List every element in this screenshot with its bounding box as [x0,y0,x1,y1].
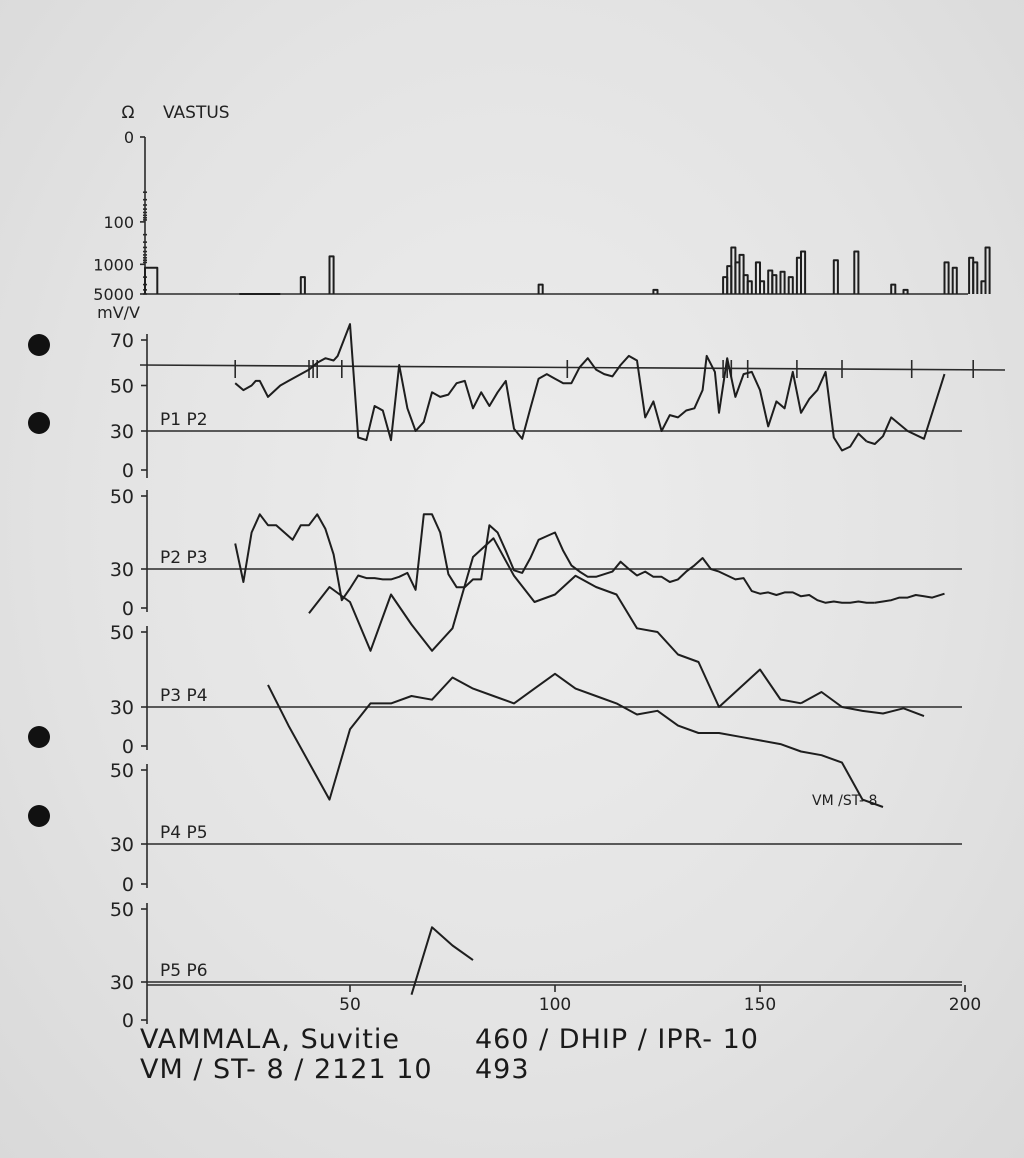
channel-tick-label: 0 [122,460,134,482]
binder-hole [28,805,50,827]
channel-trace [234,513,875,604]
channel-tick-label: 30 [110,834,134,856]
channel-name: P5 P6 [160,961,208,981]
line-annotation: VM /ST- 8 [812,793,877,809]
resistivity-bar [951,266,958,294]
channel-tick-label: 50 [110,376,134,398]
resistivity-tick-label: 5000 [93,285,134,304]
resistivity-bar [759,280,766,294]
station-line [139,364,1006,371]
resistivity-bar [652,288,659,294]
resistivity-bar [746,280,753,294]
footer-location: VAMMALA, Suvitie [140,1024,401,1055]
channel-tick-label: 30 [110,421,134,443]
channel-tick-label: 0 [122,736,134,758]
resistivity-bar [754,261,761,294]
footer-line-id: VM / ST- 8 / 2121 10 [140,1054,433,1085]
resistivity-unit-label: Ω [122,103,135,123]
channel-tick-label: 30 [110,697,134,719]
resistivity-bar [537,283,544,294]
resistivity-bar [787,276,794,294]
channel-tick-label: 70 [110,330,134,352]
channel-name: P4 P5 [160,823,208,843]
channel-trace [410,926,474,995]
binder-hole [28,412,50,434]
channel-name: P1 P2 [160,410,208,430]
channel-tick-label: 30 [110,972,134,994]
resistivity-bar [943,261,950,294]
resistivity-tick-label: 0 [124,128,134,147]
channel-trace [308,537,802,708]
footer-sheet-number: 493 [475,1054,530,1085]
x-tick-label: 200 [949,995,981,1015]
ip-unit-label: mV/V [97,303,140,322]
channel-trace [267,672,884,808]
channel-tick-label: 50 [110,622,134,644]
x-tick-label: 150 [744,995,776,1015]
channel-tick-label: 0 [122,598,134,620]
channel-tick-label: 0 [122,1010,134,1032]
resistivity-bar [902,288,909,294]
resistivity-bar [984,246,991,294]
resistivity-bar [144,266,159,294]
binder-hole [28,726,50,748]
resistivity-bar [328,255,335,294]
resistivity-bar [890,283,897,294]
channel-name: P3 P4 [160,686,208,706]
channel-trace [234,323,868,452]
resistivity-title: VASTUS [163,103,230,123]
resistivity-bar [853,250,860,294]
resistivity-bar [779,270,786,294]
channel-name: P2 P3 [160,548,208,568]
channel-tick-label: 50 [110,486,134,508]
x-tick-label: 50 [339,995,361,1015]
resistivity-bar [800,250,807,294]
resistivity-bar [299,276,306,294]
channel-trace [800,691,925,718]
resistivity-bar [771,274,778,294]
channel-tick-label: 0 [122,874,134,896]
footer-project: 460 / DHIP / IPR- 10 [475,1024,759,1055]
channel-tick-label: 30 [110,559,134,581]
resistivity-tick-label: 1000 [93,255,134,274]
resistivity-bar [832,259,839,294]
channel-trace [866,373,946,445]
channel-tick-label: 50 [110,760,134,782]
resistivity-tick-label: 100 [103,213,134,232]
resistivity-bar [972,261,979,294]
binder-hole [28,334,50,356]
x-tick-label: 100 [539,995,571,1015]
channel-trace [874,592,945,604]
channel-tick-label: 50 [110,899,134,921]
